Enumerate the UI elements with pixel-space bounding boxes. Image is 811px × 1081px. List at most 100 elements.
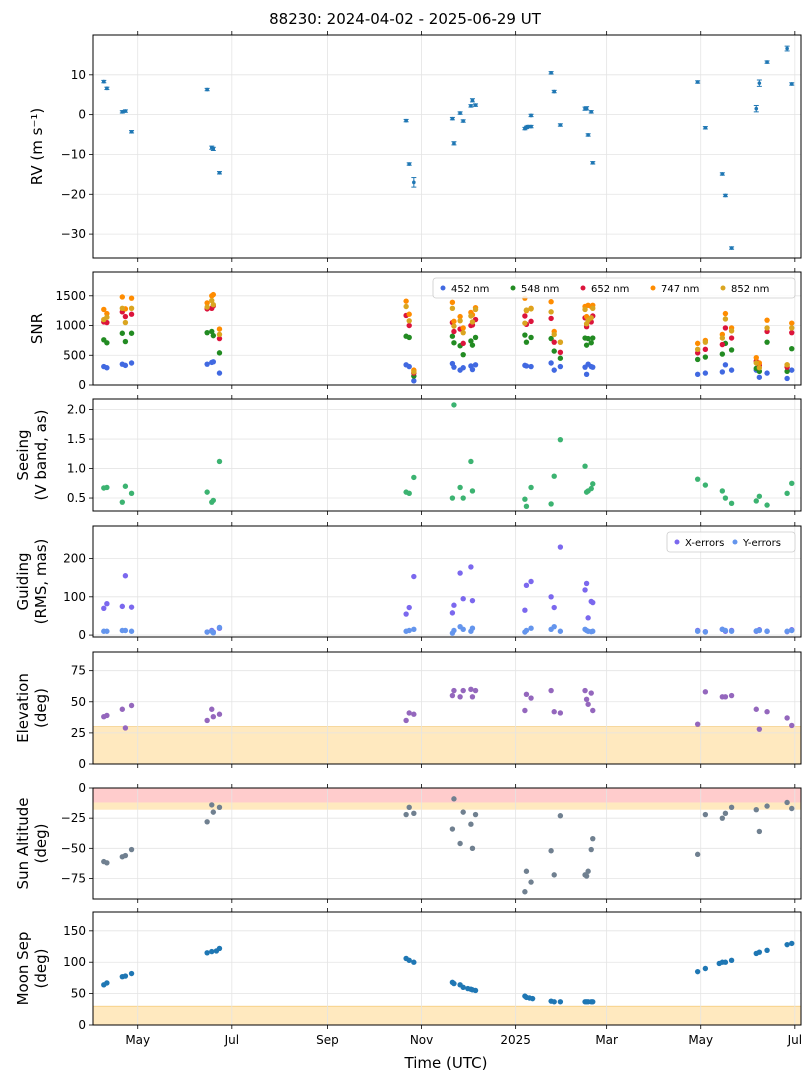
y-axis-label: Seeing(V band, as) <box>14 409 50 500</box>
data-point <box>469 845 476 852</box>
data-point <box>764 803 770 809</box>
y-axis-label: SNR <box>28 313 46 344</box>
point-652-nm <box>728 335 735 341</box>
data-point <box>457 694 463 700</box>
point-y-errors <box>528 625 534 631</box>
point-852-nm <box>451 323 457 329</box>
point-x-errors <box>101 605 107 611</box>
data-point <box>120 110 125 114</box>
data-point <box>756 949 763 955</box>
point-852-nm <box>472 306 479 313</box>
point-548-nm <box>104 340 110 346</box>
data-point <box>403 717 409 724</box>
data-point <box>558 123 563 127</box>
point-452-nm <box>702 370 709 376</box>
panel-frame <box>92 787 802 900</box>
data-point <box>729 246 734 250</box>
data-point <box>449 826 456 832</box>
point-452-nm <box>472 362 479 368</box>
point-852-nm <box>694 346 701 353</box>
point-x-errors <box>557 544 564 550</box>
point-852-nm <box>468 313 474 319</box>
legend-frame <box>666 531 796 553</box>
data-point <box>784 941 790 948</box>
point-548-nm <box>523 339 530 345</box>
point-652-nm <box>128 311 135 317</box>
panel-2: 0.5 1.0 1.5 2.0 Seeing(V band, as) <box>14 395 802 515</box>
legend-marker <box>720 285 726 291</box>
point-452-nm <box>469 366 476 373</box>
figure-title: 88230: 2024-04-02 - 2025-06-29 UT <box>269 10 542 28</box>
point-548-nm <box>588 340 594 346</box>
point-452-nm <box>411 378 417 384</box>
data-point <box>211 147 216 151</box>
point-747-nm <box>764 317 770 323</box>
point-452-nm <box>789 367 795 373</box>
point-x-errors <box>469 597 476 604</box>
point-852-nm <box>449 305 456 311</box>
data-point <box>128 846 135 853</box>
point-747-nm <box>210 291 217 298</box>
data-point <box>784 490 790 497</box>
point-y-errors <box>789 627 795 634</box>
data-point <box>404 118 408 123</box>
point-652-nm <box>702 346 709 353</box>
x-tick-label: Mar <box>595 1033 618 1047</box>
data-point <box>694 476 701 482</box>
data-point <box>588 846 594 853</box>
point-x-errors <box>582 587 588 593</box>
data-point <box>204 950 210 956</box>
data-point <box>756 726 763 732</box>
point-852-nm <box>406 318 412 324</box>
point-548-nm <box>472 334 479 341</box>
point-y-errors <box>406 627 412 634</box>
data-point <box>406 804 412 811</box>
panel-frame <box>92 34 802 259</box>
data-point <box>210 714 217 720</box>
data-point <box>784 799 790 806</box>
data-point <box>703 125 708 130</box>
data-point <box>451 796 457 802</box>
point-852-nm <box>522 320 528 326</box>
data-point <box>557 436 564 443</box>
point-x-errors <box>522 607 528 613</box>
point-852-nm <box>719 335 726 341</box>
point-852-nm <box>210 302 217 308</box>
point-x-errors <box>468 564 474 570</box>
point-548-nm <box>719 351 726 357</box>
point-y-errors <box>469 625 476 631</box>
point-747-nm <box>548 299 554 305</box>
y-tick-label: 1500 <box>55 289 86 303</box>
legend-marker <box>650 285 656 291</box>
point-548-nm <box>583 342 590 348</box>
y-tick-label: 1000 <box>55 319 86 333</box>
data-point <box>702 689 709 695</box>
y-tick-label: 100 <box>63 955 86 969</box>
legend-frame <box>432 277 796 299</box>
point-x-errors <box>585 615 591 621</box>
point-747-nm <box>722 310 729 317</box>
point-747-nm <box>128 295 135 301</box>
data-point <box>105 86 109 91</box>
data-point <box>451 687 457 694</box>
y-tick-label: 25 <box>71 726 86 740</box>
point-548-nm <box>585 335 591 342</box>
data-point <box>529 113 533 118</box>
data-point <box>756 828 763 835</box>
data-point <box>129 129 134 134</box>
point-852-nm <box>122 319 129 326</box>
point-x-errors <box>548 594 554 600</box>
point-452-nm <box>722 362 729 368</box>
point-452-nm <box>784 375 790 382</box>
point-852-nm <box>128 305 135 311</box>
data-point <box>723 193 728 198</box>
data-point <box>469 694 476 700</box>
point-747-nm <box>403 298 409 304</box>
point-747-nm <box>457 313 463 320</box>
data-point <box>128 702 135 709</box>
data-point <box>552 89 557 94</box>
data-point <box>216 804 223 811</box>
data-point <box>523 868 530 874</box>
point-747-nm <box>694 340 701 347</box>
